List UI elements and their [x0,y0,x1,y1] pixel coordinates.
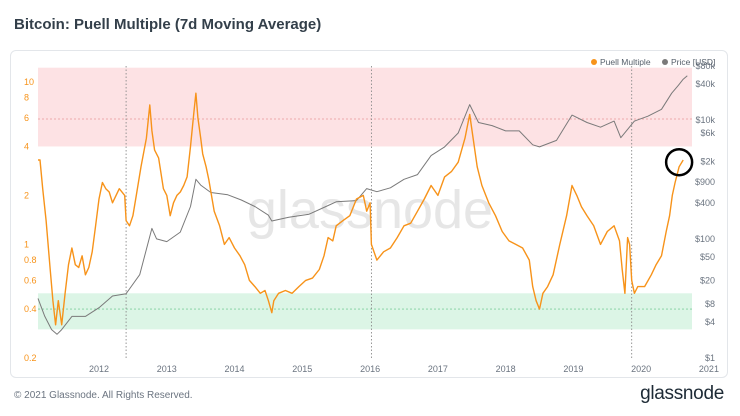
x-axis-tick-label: 2018 [496,364,516,374]
chart-title: Bitcoin: Puell Multiple (7d Moving Avera… [14,16,322,33]
x-axis-tick-label: 2019 [563,364,583,374]
highlight-marker-layer [664,147,694,177]
x-axis-tick-label: 2012 [89,364,109,374]
right-axis-tick-label: $50 [700,252,715,262]
chart-legend[interactable]: Puell Multiple Price [USD] [591,57,715,67]
right-axis-tick-label: $8 [705,299,715,309]
right-axis-tick-label: $10k [695,115,715,125]
left-axis-tick-label: 4 [24,141,29,151]
right-axis-tick-label: $1 [705,353,715,363]
left-axis-tick-label: 0.8 [24,255,37,265]
right-axis-tick-label: $100 [695,234,715,244]
chart-card [10,50,728,378]
band-undervalued [38,293,692,330]
left-axis-tick-label: 0.6 [24,275,37,285]
left-axis-tick-label: 0.4 [24,304,37,314]
copyright-text: © 2021 Glassnode. All Rights Reserved. [14,390,193,401]
chart-series [37,75,688,335]
legend-price-label: Price [USD] [671,57,715,67]
puell-multiple-series-line [38,92,684,326]
legend-puell-label: Puell Multiple [600,57,651,67]
right-axis-tick-label: $80k [695,61,715,71]
left-axis: 10 8 6 4 2 1 0.8 0.6 0.4 0.2 [24,77,37,363]
x-axis-tick-label: 2020 [631,364,651,374]
x-axis-tick-label: 2015 [292,364,312,374]
right-axis: $80k $40k $10k $6k $2k $900 $400 $100 $50 $20 $8 $4… [695,61,716,363]
right-axis-tick-label: $4 [705,317,715,327]
legend-price-swatch [662,59,668,65]
band-overvalued [38,67,692,147]
left-axis-tick-label: 8 [24,93,29,103]
right-axis-tick-label: $900 [695,177,715,187]
left-axis-tick-label: 1 [24,239,29,249]
right-axis-tick-label: $40k [695,79,715,89]
right-axis-tick-label: $2k [700,156,715,166]
brand-logo-text: glassnode [640,383,724,404]
x-axis-tick-label: 2013 [157,364,177,374]
left-axis-tick-label: 10 [24,77,34,87]
x-axis-tick-label: 2021 [699,364,719,374]
x-axis-tick-label: 2017 [428,364,448,374]
legend-puell-swatch [591,59,597,65]
right-axis-tick-label: $6k [700,128,715,138]
left-axis-tick-label: 2 [24,190,29,200]
left-axis-tick-label: 0.2 [24,353,37,363]
x-axis: 2012 2013 2014 2015 2016 2017 2018 2019 2020 2021 [89,364,719,374]
highlight-circle-marker [664,147,694,177]
x-axis-tick-label: 2014 [225,364,245,374]
left-axis-tick-label: 6 [24,113,29,123]
right-axis-tick-label: $400 [695,198,715,208]
right-axis-tick-label: $20 [700,276,715,286]
x-axis-tick-label: 2016 [360,364,380,374]
